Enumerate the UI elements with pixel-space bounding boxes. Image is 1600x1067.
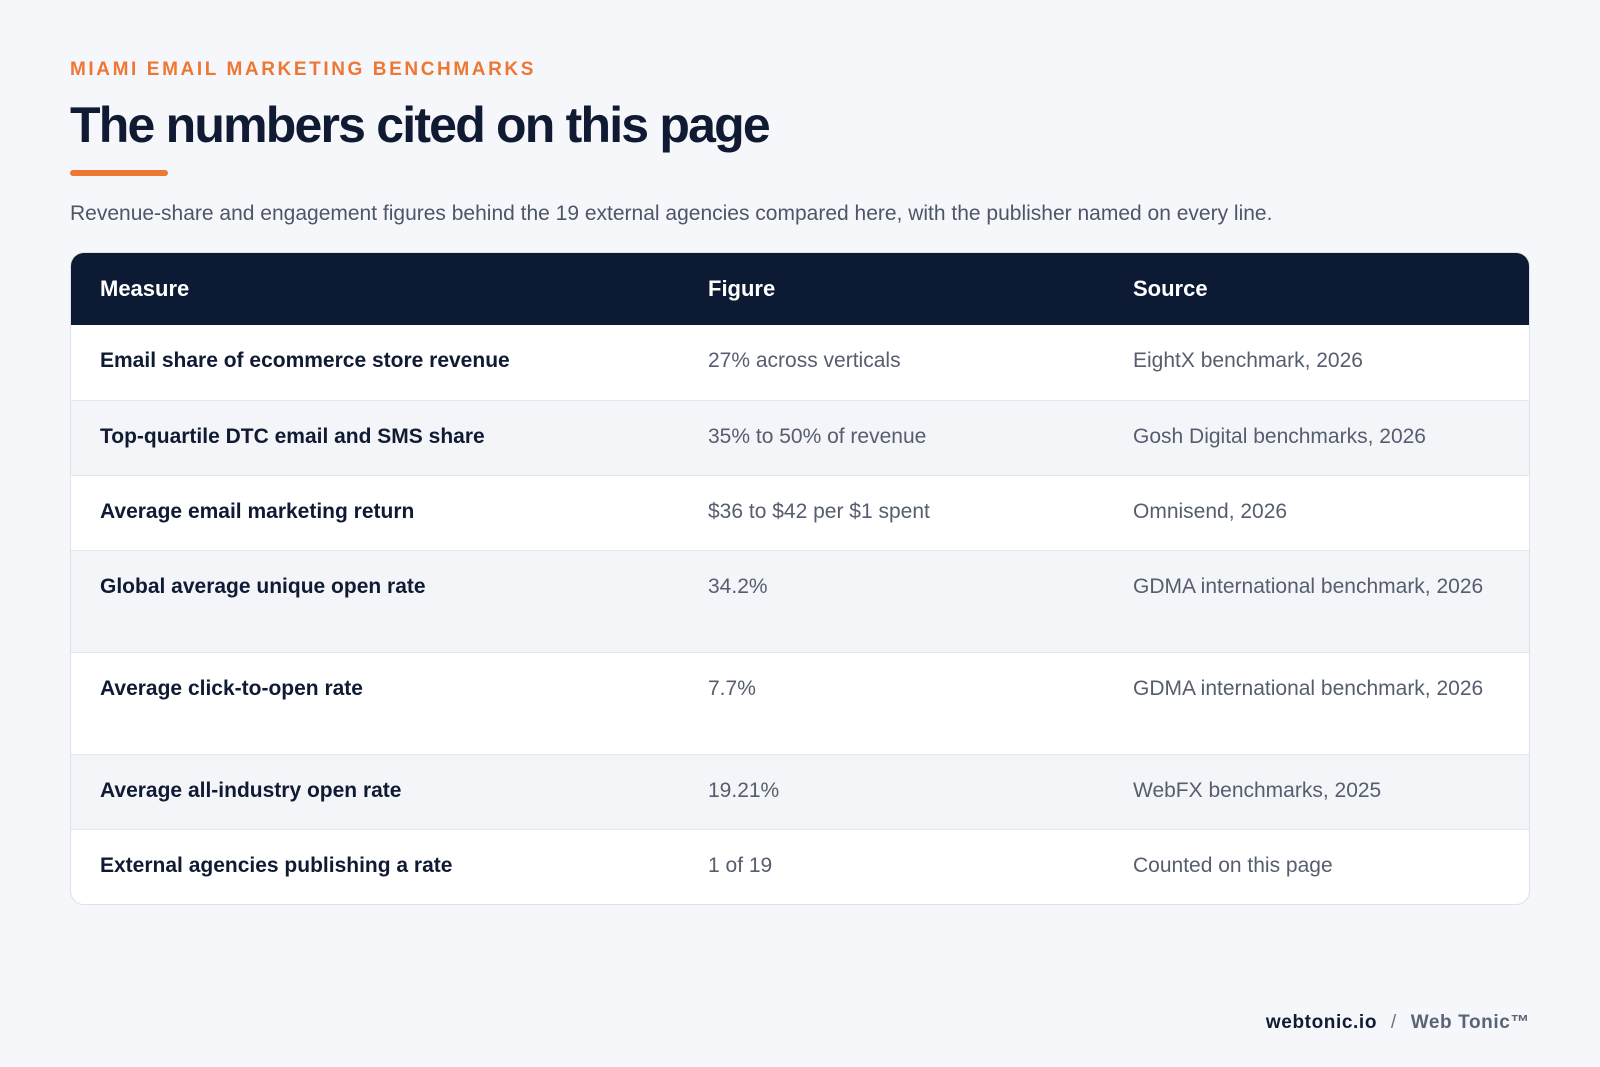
page-title: The numbers cited on this page	[70, 97, 771, 153]
source-cell: WebFX benchmarks, 2025	[1104, 753, 1529, 829]
intro-text: Revenue-share and engagement figures beh…	[70, 202, 1273, 225]
source-cell: Counted on this page	[1104, 828, 1529, 904]
measure-cell: Average email marketing return	[71, 474, 679, 550]
figure-cell: 27% across verticals	[708, 349, 901, 372]
footer-separator: /	[1390, 1012, 1397, 1033]
footer-brand: Web Tonic™	[1410, 1012, 1530, 1033]
figure-cell: 7.7%	[679, 651, 1104, 754]
footer-credit: webtonic.io / Web Tonic™	[1266, 1010, 1530, 1036]
benchmarks-table-card: Measure Figure Source Email share of eco…	[70, 252, 1530, 905]
table-row: Global average unique open rate 34.2% GD…	[71, 549, 1529, 652]
measure-cell: Top-quartile DTC email and SMS share	[71, 399, 679, 475]
measure-cell: Average all-industry open rate	[71, 753, 679, 829]
benchmarks-table: Measure Figure Source Email share of eco…	[71, 253, 1529, 904]
benchmarks-section: MIAMI EMAIL MARKETING BENCHMARKS The num…	[70, 58, 1530, 905]
title-underline	[70, 170, 168, 176]
column-header-measure: Measure	[100, 276, 190, 301]
measure-cell: External agencies publishing a rate	[71, 828, 679, 904]
table-row: Average click-to-open rate 7.7% GDMA int…	[71, 651, 1529, 754]
figure-cell: 19.21%	[679, 753, 1104, 829]
source-cell: EightX benchmark, 2026	[1133, 349, 1363, 372]
source-cell: Gosh Digital benchmarks, 2026	[1104, 399, 1529, 475]
measure-cell: Global average unique open rate	[71, 549, 679, 652]
figure-cell: 35% to 50% of revenue	[679, 399, 1104, 475]
table-row: Top-quartile DTC email and SMS share 35%…	[71, 399, 1529, 475]
figure-cell: 1 of 19	[679, 828, 1104, 904]
source-cell: GDMA international benchmark, 2026	[1104, 549, 1529, 652]
table-row: External agencies publishing a rate 1 of…	[71, 828, 1529, 904]
table-header-row: Measure Figure Source	[71, 253, 1529, 325]
figure-cell: $36 to $42 per $1 spent	[679, 474, 1104, 550]
column-header-source: Source	[1133, 276, 1208, 301]
figure-cell: 34.2%	[679, 549, 1104, 652]
measure-cell: Email share of ecommerce store revenue	[100, 349, 510, 372]
table-row: Average email marketing return $36 to $4…	[71, 474, 1529, 550]
footer-site: webtonic.io	[1265, 1012, 1378, 1033]
source-cell: GDMA international benchmark, 2026	[1104, 651, 1529, 754]
column-header-figure: Figure	[708, 276, 776, 301]
table-row: Average all-industry open rate 19.21% We…	[71, 753, 1529, 829]
source-cell: Omnisend, 2026	[1104, 474, 1529, 550]
measure-cell: Average click-to-open rate	[71, 651, 679, 754]
table-row: Email share of ecommerce store revenue 2…	[71, 325, 1529, 400]
eyebrow-label: MIAMI EMAIL MARKETING BENCHMARKS	[70, 59, 537, 80]
